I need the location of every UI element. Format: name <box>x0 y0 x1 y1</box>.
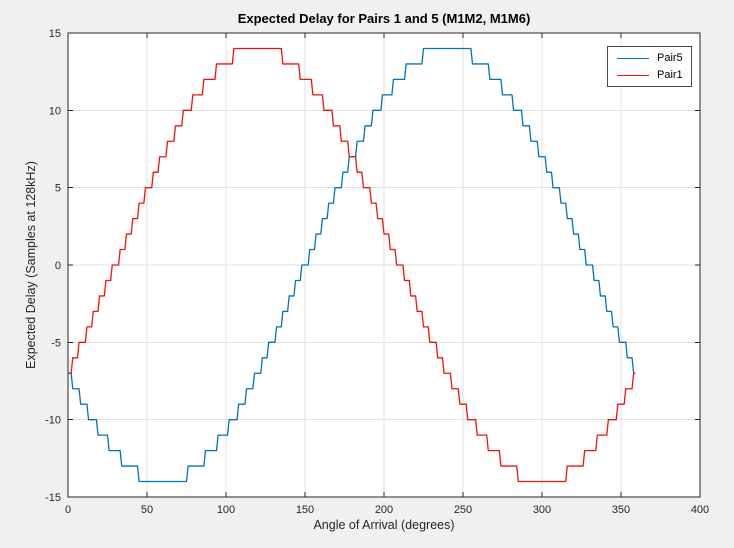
y-tick-label: 0 <box>55 260 61 272</box>
x-tick-label: 0 <box>65 504 71 516</box>
x-tick-label: 400 <box>691 504 709 516</box>
legend-line-sample <box>617 57 649 59</box>
legend-entry-label: Pair5 <box>657 52 683 64</box>
y-tick-label: -15 <box>45 492 61 504</box>
legend-entry-pair5[interactable]: Pair5 <box>617 52 683 64</box>
chart-title: Expected Delay for Pairs 1 and 5 (M1M2, … <box>237 11 531 26</box>
x-tick-label: 50 <box>141 504 153 516</box>
x-tick-label: 150 <box>296 504 314 516</box>
x-tick-label: 200 <box>375 504 393 516</box>
y-axis-label: Expected Delay (Samples at 128kHz) <box>24 161 38 369</box>
legend-line-sample <box>617 74 649 76</box>
series-line-pair1 <box>68 47 636 483</box>
x-tick-label: 100 <box>217 504 235 516</box>
legend[interactable]: Pair5 Pair1 <box>607 46 692 87</box>
x-tick-label: 350 <box>612 504 630 516</box>
y-tick-label: -5 <box>51 337 61 349</box>
legend-entry-pair1[interactable]: Pair1 <box>617 69 683 81</box>
legend-entry-label: Pair1 <box>657 69 683 81</box>
y-tick-label: 15 <box>49 28 61 40</box>
y-tick-label: 10 <box>49 105 61 117</box>
y-tick-label: 5 <box>55 183 61 195</box>
x-axis-label: Angle of Arrival (degrees) <box>313 518 455 532</box>
x-tick-label: 300 <box>533 504 551 516</box>
y-tick-label: -10 <box>45 415 61 427</box>
x-tick-label: 250 <box>454 504 472 516</box>
